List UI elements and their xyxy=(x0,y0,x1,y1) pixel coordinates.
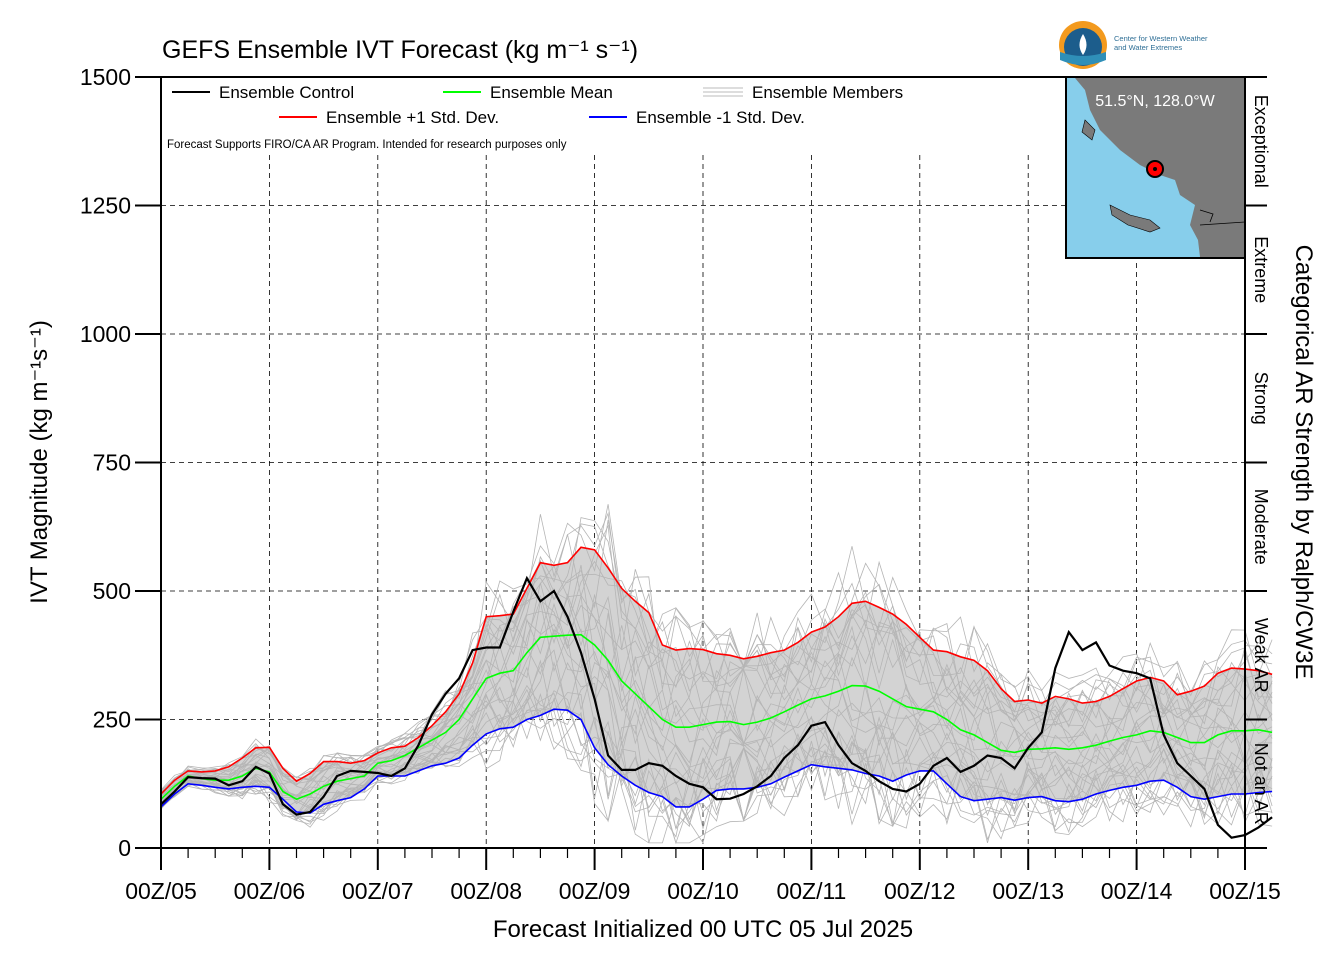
category-axis: Not an AR Weak AR Moderate Strong Extreme Exc… xyxy=(1244,76,1271,849)
series-line-0 xyxy=(160,575,1273,839)
ensemble-member-line xyxy=(160,628,1273,799)
ensemble-member-line xyxy=(160,661,1273,817)
legend-label-mean: Ensemble Mean xyxy=(490,83,613,102)
series-line-3 xyxy=(160,708,1273,814)
ensemble-member-line xyxy=(160,697,1273,840)
legend-label-members: Ensemble Members xyxy=(752,83,903,102)
ensemble-member-line xyxy=(160,511,1273,791)
ensemble-member-line xyxy=(160,519,1273,793)
y-tick-label: 500 xyxy=(93,578,131,604)
ocean-area xyxy=(1067,78,1200,257)
x-tick-label: 00Z/12 xyxy=(884,878,956,904)
category-label: Not an AR xyxy=(1251,743,1271,825)
x-tick-label: 00Z/14 xyxy=(1101,878,1173,904)
location-label: 51.5°N, 128.0°W xyxy=(1095,93,1215,110)
legend-label-minus-std: Ensemble -1 Std. Dev. xyxy=(636,108,805,127)
series-line-2 xyxy=(160,546,1273,795)
logo-text-line1: Center for Western Weather xyxy=(1114,34,1208,43)
x-tick-label: 00Z/05 xyxy=(125,878,197,904)
series-lines xyxy=(160,546,1273,839)
x-tick-label: 00Z/08 xyxy=(450,878,522,904)
ensemble-member-line xyxy=(160,594,1273,800)
x-tick-label: 00Z/09 xyxy=(559,878,631,904)
x-axis-label: Forecast Initialized 00 UTC 05 Jul 2025 xyxy=(493,916,913,943)
y-tick-label: 1500 xyxy=(80,64,131,90)
category-label: Moderate xyxy=(1251,489,1271,565)
research-note: Forecast Supports FIRO/CA AR Program. In… xyxy=(167,139,567,151)
ensemble-member-line xyxy=(160,595,1273,802)
y-axis-label: IVT Magnitude (kg m⁻¹s⁻¹) xyxy=(26,320,53,604)
location-inset-map: 51.5°N, 128.0°W xyxy=(1065,76,1246,259)
ensemble-members xyxy=(160,504,1273,845)
x-tick-label: 00Z/11 xyxy=(776,878,846,904)
logo-text-line2: and Water Extremes xyxy=(1114,43,1182,52)
x-axis: 00Z/05 00Z/06 00Z/07 00Z/08 00Z/09 00Z/10 00Z/… xyxy=(125,848,1281,904)
chart-title: GEFS Ensemble IVT Forecast (kg m⁻¹ s⁻¹) xyxy=(162,36,638,64)
ensemble-member-line xyxy=(160,560,1273,793)
category-label: Weak AR xyxy=(1251,618,1271,693)
category-label: Strong xyxy=(1251,372,1271,425)
cw3e-logo: Center for Western Weather and Water Ext… xyxy=(1059,21,1208,69)
x-tick-label: 00Z/15 xyxy=(1209,878,1281,904)
legend: Ensemble Control Ensemble Mean Ensemble … xyxy=(167,83,903,151)
ensemble-member-line xyxy=(160,659,1273,820)
x-tick-label: 00Z/13 xyxy=(992,878,1064,904)
series-line-1 xyxy=(160,633,1273,801)
category-label: Extreme xyxy=(1251,236,1271,303)
legend-label-control: Ensemble Control xyxy=(219,83,354,102)
y-tick-label: 1000 xyxy=(80,321,131,347)
category-label: Exceptional xyxy=(1251,95,1271,188)
ensemble-member-line xyxy=(160,601,1273,799)
ensemble-member-line xyxy=(160,710,1273,844)
y-axis: 0 250 500 750 1000 1250 1500 xyxy=(80,64,161,861)
ensemble-member-line xyxy=(160,692,1273,845)
ensemble-member-line xyxy=(160,599,1273,805)
ensemble-member-line xyxy=(160,629,1273,808)
island xyxy=(1109,204,1161,233)
y-tick-label: 750 xyxy=(93,450,131,476)
ensemble-member-line xyxy=(160,504,1273,793)
x-tick-label: 00Z/07 xyxy=(342,878,414,904)
y-tick-label: 250 xyxy=(93,707,131,733)
y-tick-label: 0 xyxy=(118,835,131,861)
y-tick-label: 1250 xyxy=(80,193,131,219)
legend-label-plus-std: Ensemble +1 Std. Dev. xyxy=(326,108,499,127)
x-tick-label: 00Z/10 xyxy=(667,878,739,904)
x-tick-label: 00Z/06 xyxy=(234,878,306,904)
right-axis-label: Categorical AR Strength by Ralph/CW3E xyxy=(1290,245,1317,680)
